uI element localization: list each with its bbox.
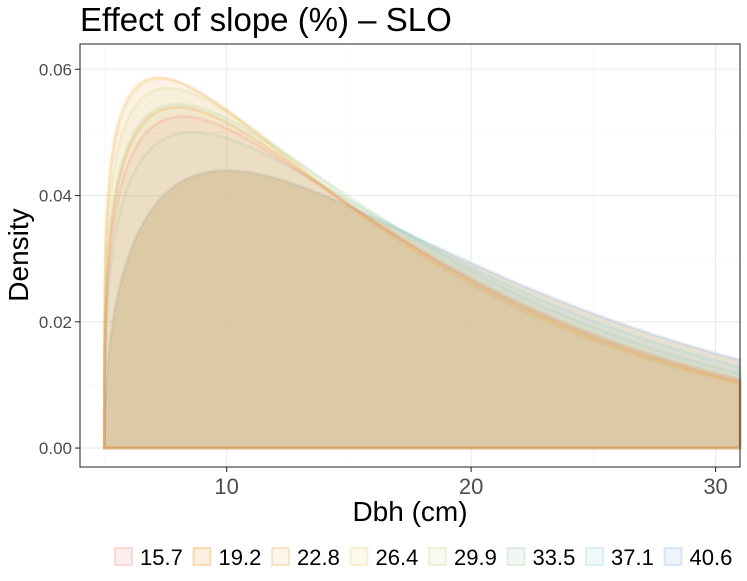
x-tick-label: 10 bbox=[214, 474, 238, 499]
density-area-40-6 bbox=[102, 168, 742, 450]
legend-label: 26.4 bbox=[376, 545, 419, 570]
x-axis-ticks: 10 20 30 bbox=[214, 467, 728, 499]
x-tick-label: 20 bbox=[459, 474, 483, 499]
density-area-33-5 bbox=[102, 102, 742, 450]
density-base-fill bbox=[104, 170, 740, 449]
y-tick-label: 0.04 bbox=[39, 187, 72, 206]
x-tick-label: 30 bbox=[703, 474, 727, 499]
legend-key bbox=[271, 547, 290, 566]
legend-label: 29.9 bbox=[454, 545, 497, 570]
legend-item-19-2: 19.2 bbox=[192, 545, 262, 570]
legend-label: 37.1 bbox=[611, 545, 654, 570]
legend-item-29-9: 29.9 bbox=[428, 545, 497, 570]
legend-key bbox=[192, 547, 212, 566]
legend-label: 40.6 bbox=[690, 545, 733, 570]
legend-item-26-4: 26.4 bbox=[349, 545, 419, 570]
legend-item-22-8: 22.8 bbox=[271, 545, 340, 570]
density-area-22-8 bbox=[102, 75, 742, 450]
legend-key bbox=[663, 547, 683, 566]
legend-item-33-5: 33.5 bbox=[506, 545, 576, 570]
density-area-37-1 bbox=[102, 130, 742, 450]
legend-key bbox=[506, 547, 526, 566]
x-axis-title: Dbh (cm) bbox=[352, 496, 467, 527]
y-axis-ticks: 0.00 0.02 0.04 0.06 bbox=[39, 60, 80, 458]
legend-key bbox=[349, 547, 369, 566]
y-tick-label: 0.02 bbox=[39, 313, 72, 332]
density-area-29-9 bbox=[102, 86, 742, 450]
legend-item-37-1: 37.1 bbox=[585, 545, 654, 570]
series-layer bbox=[102, 75, 742, 450]
legend-label: 15.7 bbox=[140, 545, 183, 570]
plot-border bbox=[79, 43, 741, 468]
legend-label: 22.8 bbox=[297, 545, 340, 570]
legend: 15.7 19.2 22.8 26.4 29.9 33.5 37.1 40.6 bbox=[114, 545, 733, 570]
density-area-26-4 bbox=[102, 77, 742, 450]
legend-item-40-6: 40.6 bbox=[663, 545, 733, 570]
legend-key bbox=[428, 547, 447, 566]
legend-key bbox=[114, 547, 133, 566]
plot-panel bbox=[79, 43, 742, 468]
chart-title: Effect of slope (%) – SLO bbox=[80, 1, 452, 38]
y-axis-title: Density bbox=[3, 208, 34, 301]
y-tick-label: 0.06 bbox=[39, 60, 72, 79]
legend-item-15-7: 15.7 bbox=[114, 545, 183, 570]
legend-label: 33.5 bbox=[533, 545, 576, 570]
legend-key bbox=[585, 547, 604, 566]
legend-label: 19.2 bbox=[219, 545, 262, 570]
y-tick-label: 0.00 bbox=[39, 439, 72, 458]
density-area-15-7 bbox=[102, 115, 742, 450]
density-area-19-2 bbox=[102, 105, 742, 450]
